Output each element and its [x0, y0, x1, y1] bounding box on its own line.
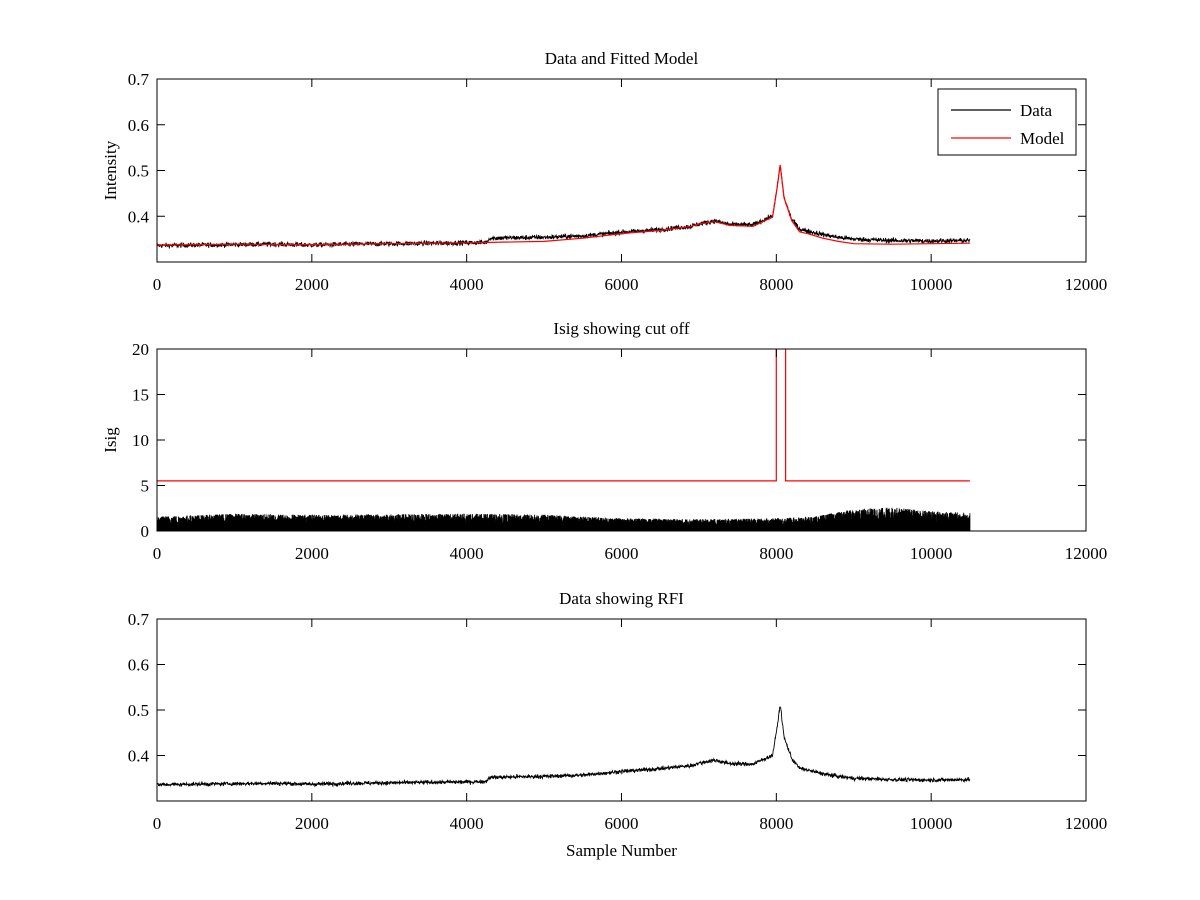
x-tick-label: 2000 — [295, 544, 329, 563]
series-line-model — [157, 164, 970, 246]
y-tick-label: 0.6 — [128, 116, 149, 135]
x-axis-label: Sample Number — [566, 841, 677, 860]
x-tick-label: 6000 — [605, 275, 639, 294]
y-axis-label: Intensity — [101, 140, 120, 200]
x-tick-label: 6000 — [605, 814, 639, 833]
y-tick-label: 20 — [132, 340, 149, 359]
series-line-data — [157, 165, 971, 249]
x-tick-label: 0 — [153, 275, 162, 294]
y-tick-label: 0 — [141, 522, 150, 541]
x-tick-label: 8000 — [759, 275, 793, 294]
x-tick-label: 8000 — [759, 814, 793, 833]
x-tick-label: 10000 — [910, 544, 953, 563]
x-tick-label: 10000 — [910, 814, 953, 833]
y-tick-label: 0.7 — [128, 70, 150, 89]
y-tick-label: 0.4 — [128, 747, 150, 766]
x-tick-label: 12000 — [1065, 814, 1108, 833]
x-tick-label: 4000 — [450, 275, 484, 294]
y-tick-label: 0.6 — [128, 656, 149, 675]
x-tick-label: 2000 — [295, 814, 329, 833]
axes-frame — [156, 348, 1087, 532]
series-line-1 — [157, 507, 971, 531]
x-tick-label: 0 — [153, 544, 162, 563]
x-tick-label: 4000 — [450, 544, 484, 563]
y-tick-label: 15 — [132, 386, 149, 405]
plot-title: Data showing RFI — [559, 589, 684, 608]
subplot-2: Isig showing cut off Isig 0 2000 4000 6000 800… — [101, 319, 1108, 563]
y-tick-label: 0.4 — [128, 207, 150, 226]
y-tick-label: 10 — [132, 431, 149, 450]
x-tick-label: 0 — [153, 814, 162, 833]
subplot-3: Data showing RFI Sample Number 0 2000 4000 60… — [128, 589, 1108, 860]
x-tick-label: 12000 — [1065, 275, 1108, 294]
subplot-1: Data and Fitted Model Intensity 0 2000 4000 6… — [101, 49, 1107, 294]
plot-title: Data and Fitted Model — [545, 49, 699, 68]
y-tick-label: 0.7 — [128, 610, 150, 629]
x-tick-label: 10000 — [910, 275, 953, 294]
y-axis-label: Isig — [101, 427, 120, 453]
legend-label: Model — [1020, 129, 1065, 148]
series-line-1 — [157, 706, 971, 788]
x-tick-label: 12000 — [1065, 544, 1108, 563]
plot-title: Isig showing cut off — [553, 319, 689, 338]
y-tick-label: 0.5 — [128, 162, 149, 181]
x-tick-label: 6000 — [605, 544, 639, 563]
legend-box — [937, 88, 1077, 156]
x-tick-label: 8000 — [759, 544, 793, 563]
x-tick-label: 2000 — [295, 275, 329, 294]
legend: Data Model — [937, 88, 1077, 156]
series-line-2 — [157, 349, 970, 482]
legend-label: Data — [1020, 101, 1053, 120]
y-tick-label: 0.5 — [128, 701, 149, 720]
x-tick-label: 4000 — [450, 814, 484, 833]
y-tick-label: 5 — [141, 477, 150, 496]
